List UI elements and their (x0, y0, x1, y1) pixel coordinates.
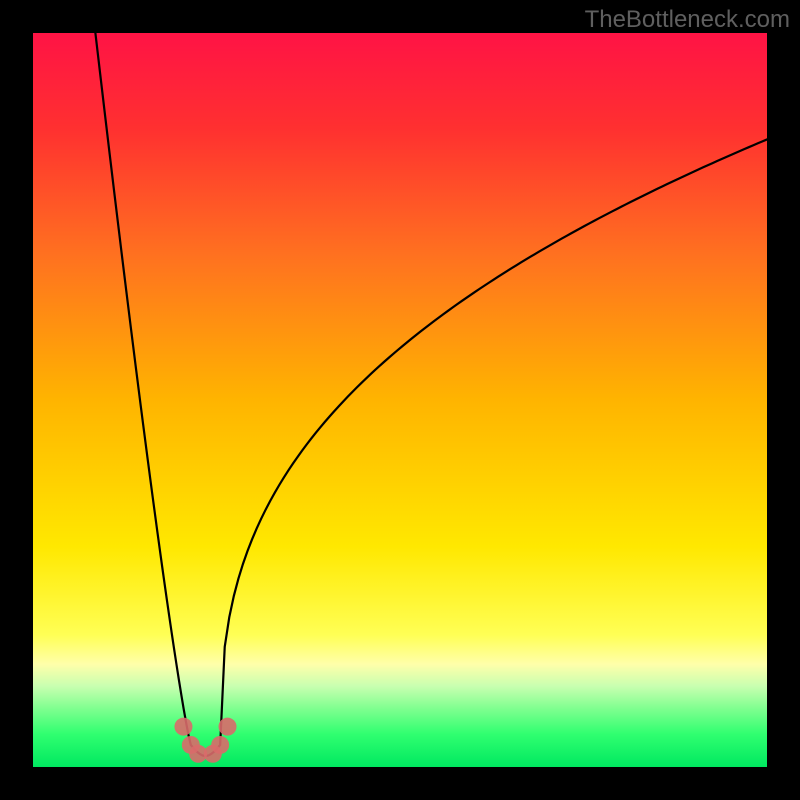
bottleneck-chart (0, 0, 800, 800)
data-marker (219, 718, 237, 736)
attribution-text: TheBottleneck.com (585, 6, 790, 34)
data-marker (211, 736, 229, 754)
attribution-label: TheBottleneck.com (585, 6, 790, 33)
chart-container: TheBottleneck.com (0, 0, 800, 800)
data-marker (174, 718, 192, 736)
